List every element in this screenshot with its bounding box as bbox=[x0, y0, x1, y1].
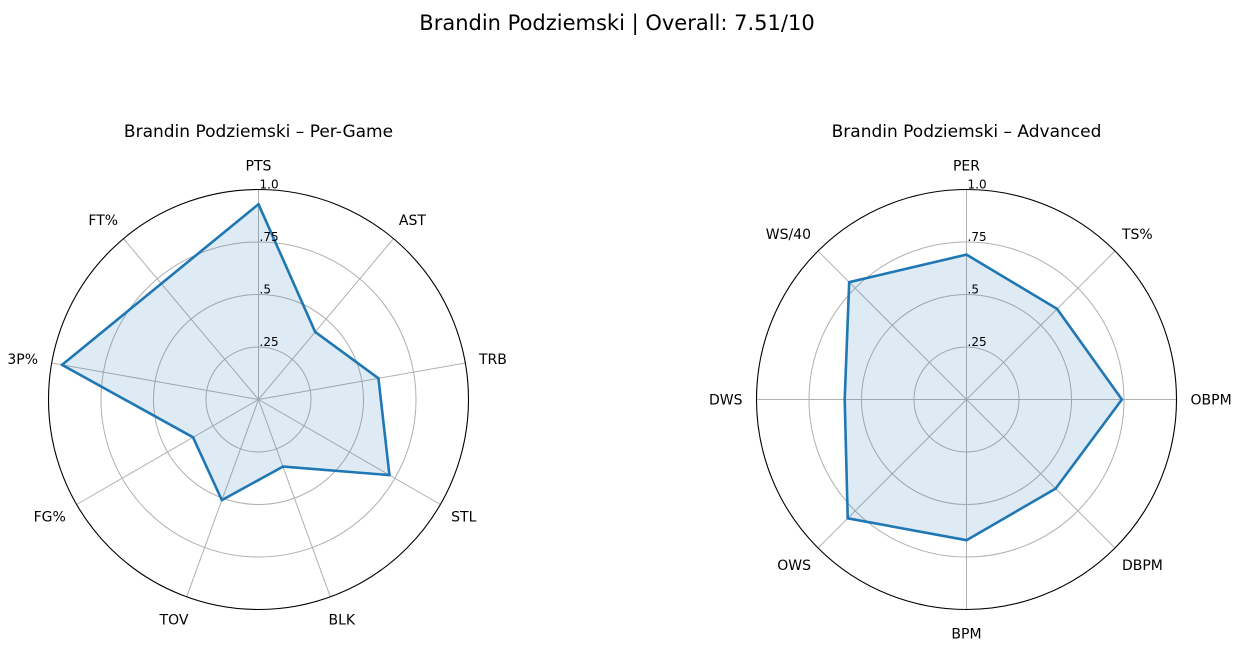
grid-spoke bbox=[76, 399, 259, 505]
category-label-ts-pct: TS% bbox=[1121, 227, 1153, 243]
category-label-bpm: BPM bbox=[951, 627, 981, 643]
data-point-trb bbox=[377, 377, 380, 380]
data-point-3p-pct bbox=[60, 363, 64, 367]
chart-title: Brandin Podziemski – Per-Game bbox=[124, 122, 393, 142]
category-label-3p-pct: 3P% bbox=[7, 352, 38, 368]
grid-spoke bbox=[123, 238, 259, 400]
category-label-per: PER bbox=[953, 159, 980, 175]
series-area bbox=[62, 204, 390, 501]
grid-spoke bbox=[51, 362, 259, 400]
data-point-pts bbox=[257, 202, 260, 206]
radial-tick-label: 1.0 bbox=[260, 178, 279, 192]
category-label-ast: AST bbox=[399, 213, 426, 229]
radial-tick-label: .25 bbox=[260, 335, 279, 349]
data-point-blk bbox=[281, 465, 285, 468]
category-label-blk: BLK bbox=[329, 612, 356, 628]
grid-spoke bbox=[966, 250, 1116, 400]
data-point-obpm bbox=[1120, 398, 1124, 401]
data-point-stl bbox=[388, 473, 391, 477]
grid-spoke bbox=[258, 362, 466, 400]
category-label-ows: OWS bbox=[777, 558, 811, 574]
outer-frame bbox=[755, 188, 1178, 611]
category-label-fg-pct: FG% bbox=[34, 510, 66, 526]
radial-tick-label: .75 bbox=[260, 230, 279, 244]
radial-tick-label: .5 bbox=[968, 283, 979, 297]
grid-spoke bbox=[258, 399, 331, 598]
series-line bbox=[60, 202, 391, 502]
data-point-ft-pct bbox=[160, 282, 163, 285]
series-area bbox=[844, 254, 1122, 541]
category-label-pts: PTS bbox=[246, 159, 272, 175]
outer-frame bbox=[47, 188, 470, 611]
category-label-stl: STL bbox=[451, 510, 476, 526]
data-point-ast bbox=[313, 330, 317, 334]
data-point-ows bbox=[846, 516, 850, 520]
category-label-obpm: OBPM bbox=[1191, 393, 1232, 409]
data-point-fg-pct bbox=[191, 436, 195, 439]
data-point-dbpm bbox=[1054, 487, 1057, 490]
category-label-dws: DWS bbox=[709, 393, 743, 409]
data-point-tov bbox=[220, 498, 224, 502]
radial-tick-label: .75 bbox=[968, 230, 987, 244]
data-point-bpm bbox=[965, 538, 968, 542]
data-point-ws-40 bbox=[847, 280, 851, 284]
grid-spoke bbox=[186, 399, 259, 598]
category-label-trb: TRB bbox=[478, 352, 507, 368]
chart-title: Brandin Podziemski – Advanced bbox=[832, 122, 1102, 142]
category-label-ft-pct: FT% bbox=[88, 213, 118, 229]
grid-spoke bbox=[258, 238, 394, 400]
data-point-dws bbox=[843, 398, 846, 401]
radial-tick-label: .25 bbox=[968, 335, 987, 349]
radial-tick-label: .5 bbox=[260, 283, 271, 297]
radar-chart-advanced: Brandin Podziemski – Advanced .25 .5 .75 1.0… bbox=[709, 122, 1232, 643]
grid-spoke bbox=[817, 250, 967, 400]
figure-title: Brandin Podziemski | Overall: 7.51/10 bbox=[419, 11, 814, 36]
radial-tick-label: 1.0 bbox=[968, 178, 987, 192]
grid-spoke bbox=[966, 399, 1116, 549]
data-point-per bbox=[965, 253, 968, 256]
grid-spoke bbox=[817, 399, 967, 549]
category-label-dbpm: DBPM bbox=[1122, 558, 1163, 574]
grid-spoke bbox=[258, 399, 441, 505]
radar-chart-per-game: Brandin Podziemski – Per-Game .25 .5 .75 1.0… bbox=[7, 122, 506, 628]
category-label-ws-40: WS/40 bbox=[766, 227, 811, 243]
category-label-tov: TOV bbox=[159, 612, 189, 628]
data-point-ts-pct bbox=[1055, 307, 1059, 311]
